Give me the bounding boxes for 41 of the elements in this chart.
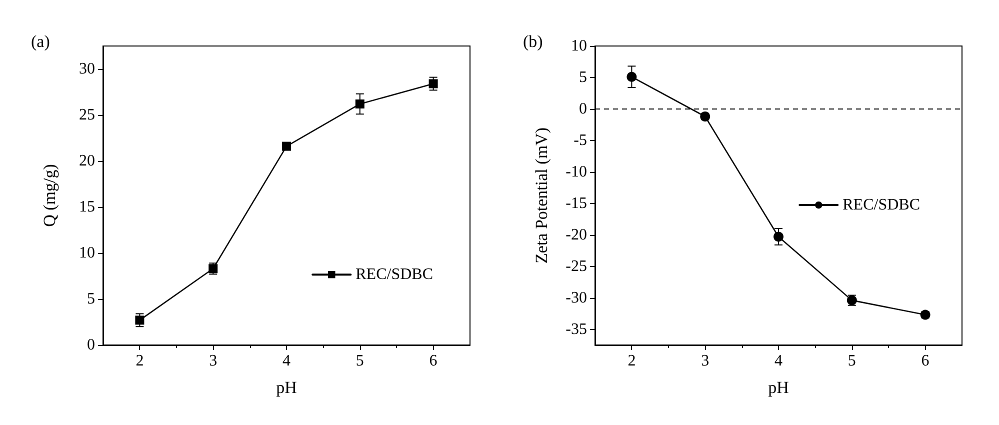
y-tick-label: -25 <box>566 258 587 275</box>
y-tick-label: -30 <box>566 289 587 306</box>
point <box>428 79 438 88</box>
y-tick-label: -5 <box>574 132 587 149</box>
x-tick-label: 6 <box>429 352 438 370</box>
y-tick-label: -10 <box>566 163 587 180</box>
y-tick-label: -15 <box>566 194 587 212</box>
y-axis-title: Zeta Potential (mV) <box>532 128 551 264</box>
x-tick-label: 2 <box>136 352 144 370</box>
chart-title: (a) <box>31 32 50 51</box>
y-tick-label: 30 <box>79 60 95 78</box>
y-tick-label: -20 <box>566 226 587 244</box>
chart-title: (b) <box>523 32 543 51</box>
point <box>355 99 364 108</box>
y-axis-title: Q (mg/g) <box>40 164 59 227</box>
x-tick-label: 3 <box>209 352 218 370</box>
y-tick-label: 0 <box>579 100 587 118</box>
x-tick-label: 4 <box>774 352 782 370</box>
legend-label: REC/SDBC <box>356 266 433 284</box>
x-tick-label: 3 <box>701 352 710 370</box>
y-tick-label: 5 <box>87 290 95 308</box>
y-tick-label: 0 <box>87 336 95 354</box>
x-tick-label: 6 <box>921 352 930 370</box>
x-tick-label: 2 <box>628 352 636 370</box>
x-tick-label: 5 <box>848 352 856 370</box>
x-axis-title: pH <box>768 378 789 397</box>
y-tick-label: 10 <box>79 244 95 262</box>
x-axis-title: pH <box>276 378 297 397</box>
y-tick-label: 15 <box>79 198 95 216</box>
y-tick-label: 25 <box>79 106 95 124</box>
point <box>774 232 784 242</box>
y-tick-label: 20 <box>79 152 95 170</box>
y-tick-label: 10 <box>571 38 587 54</box>
y-tick-label: 5 <box>579 68 587 86</box>
x-tick-label: 4 <box>282 352 290 370</box>
point <box>626 72 637 82</box>
point <box>282 142 291 151</box>
y-tick-label: -35 <box>566 320 587 338</box>
point <box>135 316 144 325</box>
x-tick-label: 5 <box>356 352 364 370</box>
legend-label: REC/SDBC <box>842 196 920 214</box>
